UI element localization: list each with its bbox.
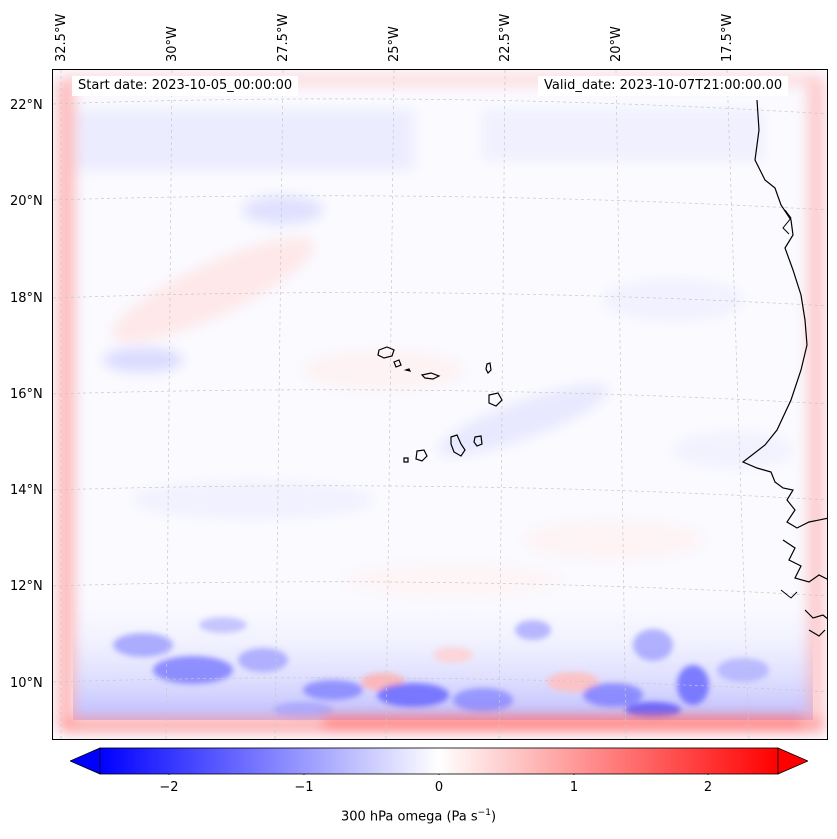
colorbar-extend-high bbox=[777, 747, 808, 775]
island-sao-nicolau bbox=[420, 372, 441, 380]
island-brava bbox=[403, 457, 409, 463]
cape-verde-islands bbox=[377, 346, 503, 463]
island-sao-vicente bbox=[393, 359, 402, 368]
colorbar-extend-low bbox=[70, 747, 101, 775]
lon-label-22-5w: 22.5°W bbox=[498, 13, 513, 62]
map-panel[interactable] bbox=[52, 69, 828, 740]
colorbar-gradient bbox=[99, 747, 779, 775]
lat-label-18n: 18°N bbox=[10, 291, 43, 306]
lon-label-25w: 25°W bbox=[387, 26, 402, 62]
southern-convective-cells bbox=[113, 617, 769, 718]
island-fogo bbox=[415, 449, 428, 462]
colorbar-tick-2: 2 bbox=[703, 780, 713, 795]
island-santiago bbox=[450, 434, 466, 457]
map-gridlines bbox=[53, 70, 827, 739]
colorbar bbox=[70, 747, 808, 775]
lat-label-20n: 20°N bbox=[10, 194, 43, 209]
lon-label-27-5w: 27.5°W bbox=[276, 13, 291, 62]
lat-label-10n: 10°N bbox=[10, 676, 43, 691]
colorbar-tick-0: 0 bbox=[434, 780, 444, 795]
coastline-africa bbox=[741, 99, 827, 637]
colorbar-ticks bbox=[168, 774, 709, 775]
island-sal bbox=[485, 362, 492, 375]
coastline-africa-inlet bbox=[780, 209, 798, 599]
lat-label-12n: 12°N bbox=[10, 579, 43, 594]
omega-field bbox=[53, 70, 827, 739]
colorbar-tick-1: 1 bbox=[569, 780, 579, 795]
start-date-label: Start date: 2023-10-05_00:00:00 bbox=[72, 76, 299, 96]
lat-label-14n: 14°N bbox=[10, 483, 43, 498]
island-maio bbox=[473, 435, 483, 447]
valid-date-label: Valid_date: 2023-10-07T21:00:00.00 bbox=[538, 76, 789, 96]
lat-label-16n: 16°N bbox=[10, 387, 43, 402]
lon-label-30w: 30°W bbox=[165, 26, 180, 62]
large-scale-anomalies bbox=[73, 110, 793, 596]
island-boa-vista bbox=[488, 392, 503, 407]
island-santo-antao bbox=[377, 346, 395, 359]
colorbar-tick-neg1: −1 bbox=[294, 780, 314, 795]
island-santa-luzia bbox=[403, 368, 412, 372]
colorbar-tick-neg2: −2 bbox=[159, 780, 179, 795]
lon-label-20w: 20°W bbox=[609, 26, 624, 62]
lon-label-17-5w: 17.5°W bbox=[720, 13, 735, 62]
lon-label-32-5w: 32.5°W bbox=[54, 13, 69, 62]
colorbar-label: 300 hPa omega (Pa s−1) bbox=[340, 808, 497, 825]
lat-label-22n: 22°N bbox=[10, 98, 43, 113]
